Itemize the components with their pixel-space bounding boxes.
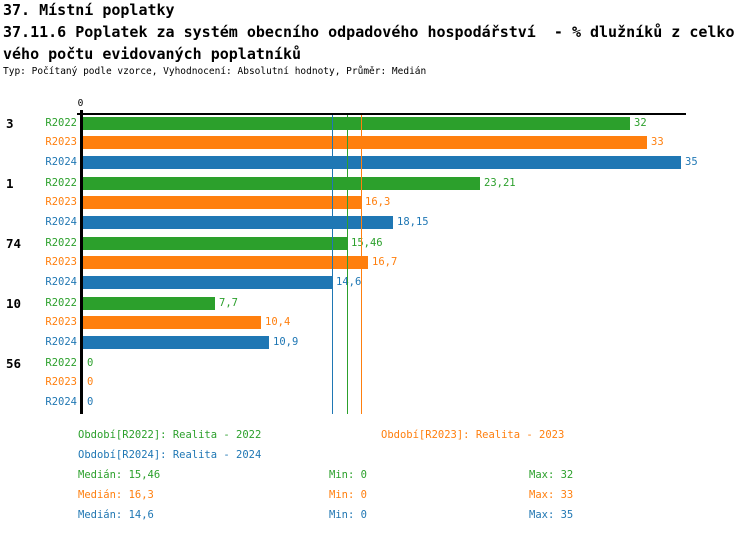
- series-label: R2022: [45, 117, 77, 129]
- bar: [83, 156, 681, 169]
- series-label: R2022: [45, 297, 77, 309]
- bar-value-label: 18,15: [397, 216, 429, 228]
- series-label: R2022: [45, 237, 77, 249]
- stat-median: Medián: 16,3: [78, 489, 154, 501]
- bar: [83, 336, 269, 349]
- y-axis-line: [80, 110, 83, 414]
- legend-item: Období[R2022]: Realita - 2022: [78, 429, 262, 441]
- bar-value-label: 33: [651, 136, 664, 148]
- stat-median: Medián: 15,46: [78, 469, 161, 481]
- group-label: 1: [6, 176, 14, 191]
- page-title: 37. Místní poplatky: [3, 1, 175, 19]
- bar-value-label: 7,7: [219, 297, 238, 309]
- series-label: R2023: [45, 136, 77, 148]
- bar-value-label: 10,9: [273, 336, 299, 348]
- chart-title-line1: 37.11.6 Poplatek za systém obecního odpa…: [3, 23, 735, 41]
- bar: [83, 276, 332, 289]
- bar: [83, 297, 215, 310]
- bar: [83, 136, 647, 149]
- bar: [83, 196, 361, 209]
- bar-value-label: 23,21: [484, 177, 516, 189]
- bar-value-label: 35: [685, 156, 698, 168]
- series-label: R2023: [45, 316, 77, 328]
- bar: [83, 237, 347, 250]
- x-axis-top-line: [77, 113, 686, 115]
- stat-max: Max: 33: [529, 489, 574, 501]
- bar-value-label: 0: [87, 357, 94, 369]
- stat-median: Medián: 14,6: [78, 509, 154, 521]
- median-line: [361, 115, 362, 414]
- bar-value-label: 0: [87, 376, 94, 388]
- stat-max: Max: 32: [529, 469, 574, 481]
- group-label: 3: [6, 116, 14, 131]
- legend-item: Období[R2024]: Realita - 2024: [78, 449, 262, 461]
- bar-value-label: 14,6: [336, 276, 362, 288]
- legend-item: Období[R2023]: Realita - 2023: [381, 429, 565, 441]
- median-line: [347, 115, 348, 414]
- series-label: R2022: [45, 177, 77, 189]
- stat-min: Min: 0: [329, 509, 367, 521]
- bar-value-label: 16,7: [372, 256, 398, 268]
- bar-value-label: 10,4: [265, 316, 291, 328]
- bar: [83, 316, 261, 329]
- group-label: 56: [6, 356, 22, 371]
- chart-meta: Typ: Počítaný podle vzorce, Vyhodnocení:…: [3, 66, 427, 77]
- bar: [83, 256, 368, 269]
- series-label: R2024: [45, 336, 77, 348]
- series-label: R2024: [45, 156, 77, 168]
- series-label: R2024: [45, 276, 77, 288]
- series-label: R2023: [45, 196, 77, 208]
- stat-min: Min: 0: [329, 469, 367, 481]
- bar: [83, 117, 630, 130]
- median-line: [332, 115, 333, 414]
- bar-value-label: 15,46: [351, 237, 383, 249]
- series-label: R2022: [45, 357, 77, 369]
- stat-min: Min: 0: [329, 489, 367, 501]
- stat-max: Max: 35: [529, 509, 574, 521]
- series-label: R2023: [45, 376, 77, 388]
- bar-value-label: 0: [87, 396, 94, 408]
- series-label: R2024: [45, 396, 77, 408]
- bar-value-label: 16,3: [365, 196, 391, 208]
- bar: [83, 177, 480, 190]
- series-label: R2024: [45, 216, 77, 228]
- bar-value-label: 32: [634, 117, 647, 129]
- group-label: 74: [6, 236, 22, 251]
- series-label: R2023: [45, 256, 77, 268]
- x-axis-zero-tick-label: 0: [77, 98, 84, 109]
- bar: [83, 216, 393, 229]
- chart-title-line2: vého počtu evidovaných poplatníků: [3, 45, 302, 63]
- group-label: 10: [6, 296, 22, 311]
